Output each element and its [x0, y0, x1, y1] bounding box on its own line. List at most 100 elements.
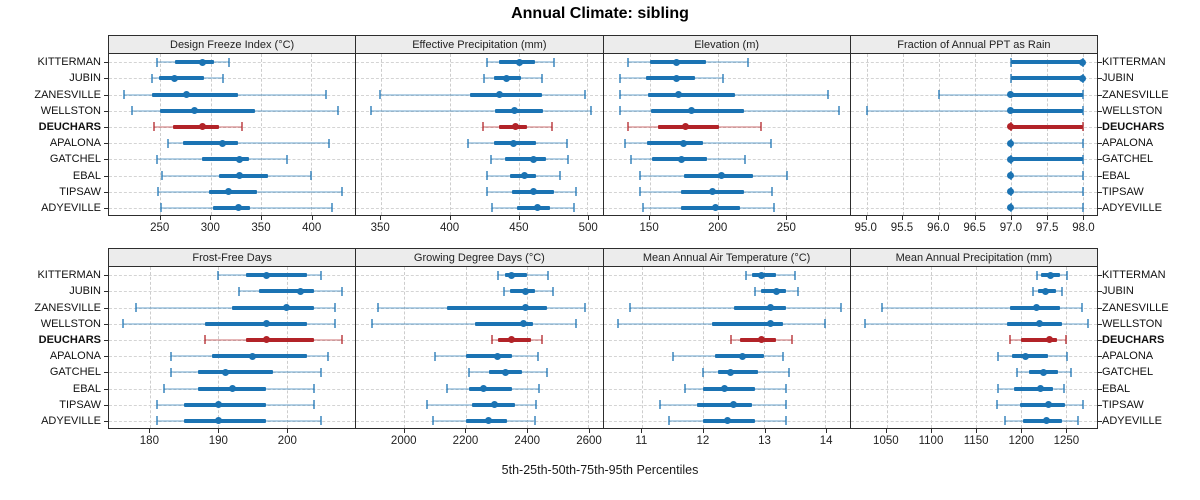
whisker-cap-low — [131, 106, 134, 116]
median-dot — [1032, 304, 1040, 311]
whisker-cap-high — [572, 203, 575, 213]
station-label-left: ADYEVILLE — [41, 414, 101, 427]
median-dot — [236, 155, 244, 163]
station-label-right: DEUCHARS — [1102, 120, 1165, 133]
whisker-line — [1010, 142, 1083, 145]
whisker-cap-high — [240, 122, 243, 132]
station-label-left: WELLSTON — [40, 317, 101, 330]
row-gridline — [850, 207, 1097, 209]
y-tick-right — [1098, 307, 1102, 309]
median-dot — [680, 139, 688, 147]
whisker-cap-high — [547, 270, 550, 280]
whisker-cap-high — [1062, 384, 1065, 393]
x-gridline — [311, 54, 313, 215]
whisker-cap-low — [123, 90, 126, 99]
x-tick-label: 200 — [708, 222, 728, 234]
x-tick-label: 350 — [251, 222, 271, 234]
y-tick-left — [104, 110, 108, 112]
row-gridline — [356, 339, 603, 341]
iqr-bar — [517, 205, 551, 210]
median-dot — [772, 287, 780, 295]
row-gridline — [356, 143, 603, 145]
whisker-cap-high — [565, 138, 568, 148]
median-dot — [262, 271, 270, 279]
median-dot — [673, 58, 681, 66]
panel-mean-annual-air-temperature-c: Mean Annual Air Temperature (°C) 11 12 13 14 — [602, 248, 851, 454]
x-tick-label: 1050 — [873, 435, 899, 447]
median-dot — [516, 58, 524, 66]
y-tick-right — [1098, 126, 1102, 128]
x-axis: 1050 1100 1150 1200 1250 — [850, 429, 1098, 454]
whisker-cap-high — [1064, 335, 1067, 345]
strip-header: Fraction of Annual PPT as Rain — [849, 35, 1098, 54]
y-tick-left — [104, 143, 108, 145]
iqr-bar — [1010, 60, 1083, 65]
x-gridline — [404, 267, 406, 428]
y-tick-right — [1098, 94, 1102, 96]
whisker-cap-high — [584, 303, 587, 312]
row-gridline — [356, 78, 603, 80]
median-dot — [766, 304, 774, 311]
row-gridline — [850, 339, 1097, 341]
figure-title: Annual Climate: sibling — [511, 5, 689, 22]
whisker-cap-high — [333, 319, 336, 329]
station-label-right: APALONA — [1102, 137, 1154, 150]
whisker-cap-high — [337, 106, 340, 116]
x-tick-label: 96.0 — [927, 222, 950, 234]
whisker-cap-low — [153, 122, 156, 132]
whisker-cap-high — [574, 319, 577, 329]
whisker-cap-high — [1081, 90, 1084, 99]
x-gridline — [260, 54, 262, 215]
whisker-cap-high — [538, 384, 541, 393]
station-label-left: APALONA — [49, 137, 101, 150]
x-tick-label: 14 — [819, 435, 833, 447]
whisker-line — [371, 109, 592, 112]
whisker-cap-low — [729, 335, 732, 345]
whisker-cap-low — [491, 203, 494, 213]
row-gridline — [603, 339, 850, 341]
median-dot — [262, 320, 270, 328]
whisker-cap-low — [161, 171, 164, 180]
whisker-cap-high — [1061, 286, 1064, 296]
whisker-cap-low — [659, 400, 662, 410]
strip-title: Design Freeze Index (°C) — [170, 38, 295, 51]
whisker-cap-low — [481, 122, 484, 132]
station-label-right: GATCHEL — [1102, 366, 1154, 379]
whisker-line — [168, 142, 330, 145]
whisker-cap-low — [433, 351, 436, 361]
whisker-cap-low — [1032, 286, 1035, 296]
plot-area — [355, 267, 604, 429]
row-gridline — [356, 110, 603, 112]
iqr-bar — [718, 370, 759, 375]
station-label-right: KITTERMAN — [1102, 56, 1166, 69]
x-tick-label: 2600 — [576, 435, 602, 447]
whisker-cap-high — [769, 138, 772, 148]
whisker-cap-low — [618, 90, 621, 99]
x-tick — [588, 216, 590, 220]
whisker-cap-low — [483, 73, 486, 83]
x-axis: 180 190 200 — [108, 429, 356, 454]
median-dot — [1007, 139, 1015, 147]
whisker-cap-low — [371, 319, 374, 329]
x-gridline — [588, 267, 590, 428]
median-dot — [1007, 107, 1015, 115]
whisker-cap-low — [496, 270, 499, 280]
x-tick-label: 1200 — [1008, 435, 1035, 447]
whisker-cap-low — [624, 138, 627, 148]
whisker-cap-low — [626, 122, 629, 132]
x-tick — [641, 429, 643, 433]
x-gridline — [286, 267, 288, 428]
x-gridline — [160, 54, 162, 215]
whisker-cap-low — [466, 138, 469, 148]
strip-title: Growing Degree Days (°C) — [413, 251, 545, 264]
whisker-cap-low — [155, 400, 158, 410]
median-dot — [730, 401, 738, 409]
row-gridline — [603, 62, 850, 64]
station-label-right: EBAL — [1102, 382, 1131, 395]
y-tick-left — [104, 78, 108, 80]
median-dot — [219, 139, 227, 147]
whisker-cap-high — [746, 57, 749, 67]
median-dot — [711, 204, 719, 212]
median-dot — [501, 368, 509, 376]
